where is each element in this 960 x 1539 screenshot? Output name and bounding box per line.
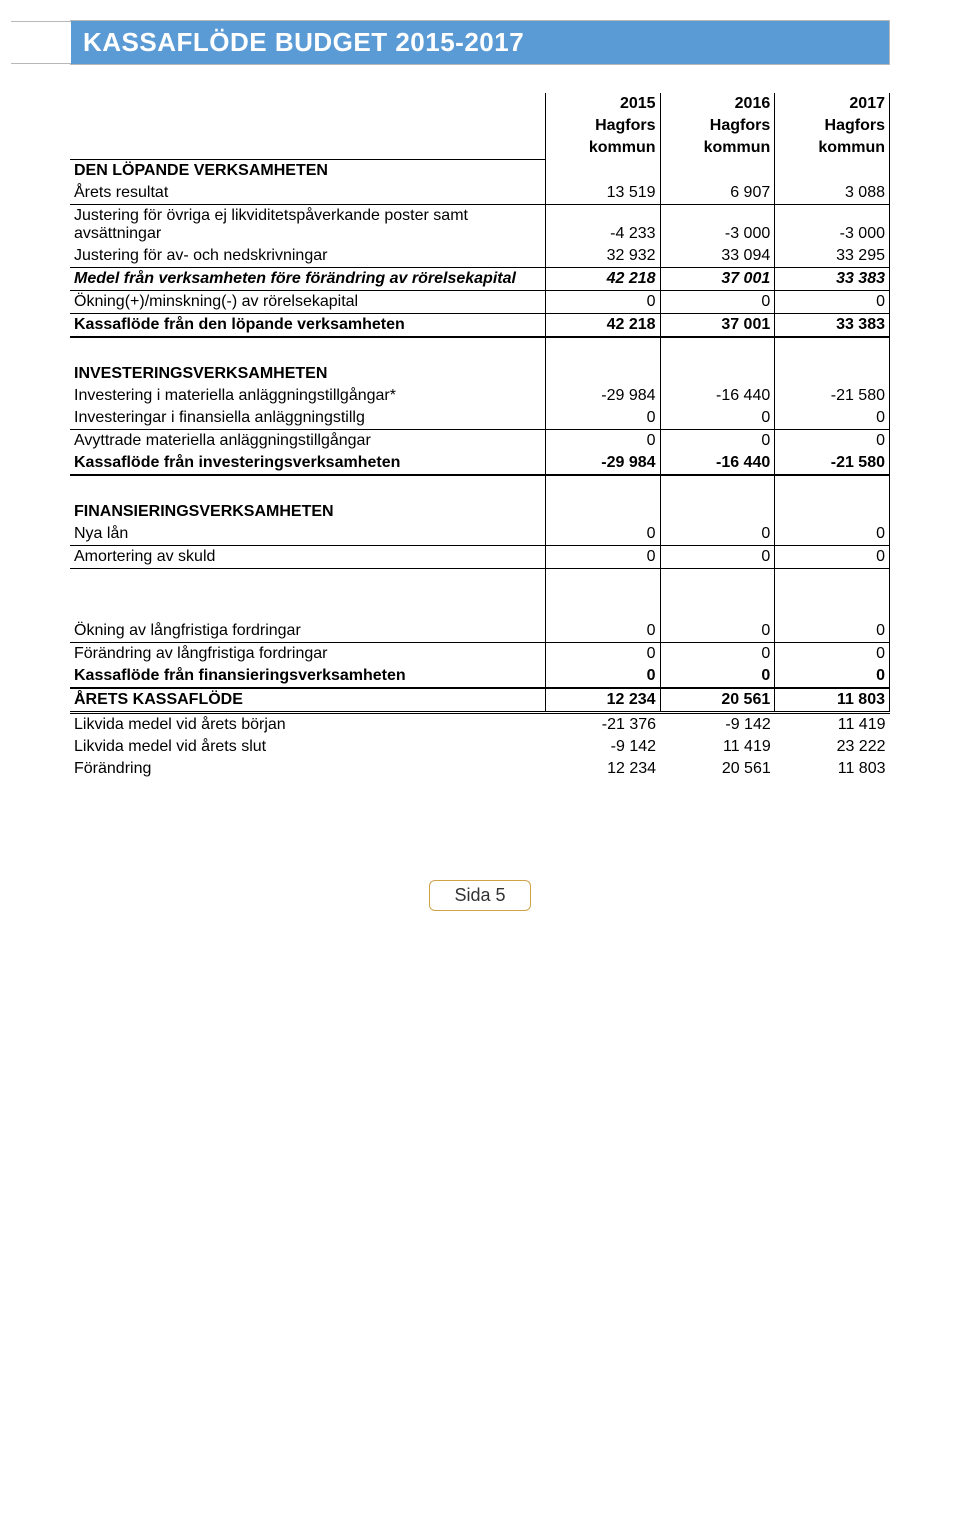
row-value: 0 <box>660 429 775 452</box>
banner-left-stub <box>11 21 71 64</box>
row-value: 20 561 <box>660 688 775 713</box>
row-value: 6 907 <box>660 182 775 205</box>
page-footer: Sida 5 <box>70 880 890 911</box>
page-number: Sida 5 <box>429 880 530 911</box>
row-value: 0 <box>660 643 775 666</box>
col-2015-unit: kommun <box>545 137 660 159</box>
row-value: 32 932 <box>545 245 660 268</box>
row-value: 33 295 <box>775 245 890 268</box>
row-value: -29 984 <box>545 452 660 475</box>
row-value: 0 <box>660 407 775 430</box>
row-value: 0 <box>545 407 660 430</box>
col-2017-unit: kommun <box>775 137 890 159</box>
row-value: -3 000 <box>660 204 775 245</box>
row-value: 0 <box>775 643 890 666</box>
row-value: 0 <box>545 523 660 546</box>
row-value: 23 222 <box>775 736 890 758</box>
row-value: 0 <box>775 429 890 452</box>
row-value: 0 <box>545 665 660 688</box>
row-label: Nya lån <box>70 523 545 546</box>
row-value: 0 <box>775 523 890 546</box>
col-2015-org: Hagfors <box>545 115 660 137</box>
row-value: -16 440 <box>660 385 775 407</box>
row-value: 33 383 <box>775 267 890 290</box>
row-label: ÅRETS KASSAFLÖDE <box>70 688 545 713</box>
row-label: Kassaflöde från den löpande verksamheten <box>70 313 545 337</box>
row-value: -21 580 <box>775 452 890 475</box>
row-label: Investeringar i finansiella anläggningst… <box>70 407 545 430</box>
row-value: -9 142 <box>545 736 660 758</box>
row-value: 33 094 <box>660 245 775 268</box>
row-value: 3 088 <box>775 182 890 205</box>
row-value: 37 001 <box>660 267 775 290</box>
row-value: 11 803 <box>775 758 890 780</box>
row-label: Kassaflöde från finansieringsverksamhete… <box>70 665 545 688</box>
row-value: 42 218 <box>545 313 660 337</box>
cashflow-table: 2015 2016 2017 Hagfors Hagfors Hagfors k… <box>70 93 890 780</box>
row-value: 37 001 <box>660 313 775 337</box>
row-value: 33 383 <box>775 313 890 337</box>
col-2016-unit: kommun <box>660 137 775 159</box>
row-value: 0 <box>660 620 775 643</box>
col-2015-year: 2015 <box>545 93 660 115</box>
row-value: 0 <box>775 545 890 568</box>
row-label: Årets resultat <box>70 182 545 205</box>
row-value: 12 234 <box>545 758 660 780</box>
row-value: 0 <box>775 290 890 313</box>
section-financing: FINANSIERINGSVERKSAMHETEN <box>70 501 545 523</box>
row-label: Avyttrade materiella anläggningstillgång… <box>70 429 545 452</box>
title-banner: KASSAFLÖDE BUDGET 2015-2017 <box>70 20 890 65</box>
row-value: -16 440 <box>660 452 775 475</box>
row-value: -21 580 <box>775 385 890 407</box>
row-label: Medel från verksamheten före förändring … <box>70 267 545 290</box>
row-value: 0 <box>775 620 890 643</box>
row-value: 12 234 <box>545 688 660 713</box>
row-value: 0 <box>775 407 890 430</box>
row-value: 11 419 <box>660 736 775 758</box>
row-value: -3 000 <box>775 204 890 245</box>
row-label: Justering för övriga ej likviditetspåver… <box>70 204 545 245</box>
row-label: Ökning(+)/minskning(-) av rörelsekapital <box>70 290 545 313</box>
row-value: -9 142 <box>660 713 775 737</box>
row-label: Förändring av långfristiga fordringar <box>70 643 545 666</box>
header-empty <box>70 93 545 115</box>
row-value: 0 <box>660 545 775 568</box>
row-label: Ökning av långfristiga fordringar <box>70 620 545 643</box>
row-value: 0 <box>545 290 660 313</box>
page: KASSAFLÖDE BUDGET 2015-2017 2015 2016 20… <box>0 0 960 951</box>
col-2016-org: Hagfors <box>660 115 775 137</box>
row-value: 0 <box>545 429 660 452</box>
row-label: Likvida medel vid årets början <box>70 713 545 737</box>
row-value: 0 <box>660 665 775 688</box>
row-label: Kassaflöde från investeringsverksamheten <box>70 452 545 475</box>
section-investing: INVESTERINGSVERKSAMHETEN <box>70 363 545 385</box>
row-value: 0 <box>545 643 660 666</box>
col-2016-year: 2016 <box>660 93 775 115</box>
row-value: 0 <box>545 620 660 643</box>
row-label: Likvida medel vid årets slut <box>70 736 545 758</box>
row-value: -29 984 <box>545 385 660 407</box>
row-label: Justering för av- och nedskrivningar <box>70 245 545 268</box>
row-value: 0 <box>545 545 660 568</box>
row-value: -4 233 <box>545 204 660 245</box>
row-value: 0 <box>660 523 775 546</box>
col-2017-year: 2017 <box>775 93 890 115</box>
col-2017-org: Hagfors <box>775 115 890 137</box>
row-value: 42 218 <box>545 267 660 290</box>
row-label: Förändring <box>70 758 545 780</box>
row-value: 20 561 <box>660 758 775 780</box>
row-value: -21 376 <box>545 713 660 737</box>
row-value: 13 519 <box>545 182 660 205</box>
row-label: Amortering av skuld <box>70 545 545 568</box>
row-label: Investering i materiella anläggningstill… <box>70 385 545 407</box>
page-title: KASSAFLÖDE BUDGET 2015-2017 <box>83 27 524 57</box>
row-value: 11 803 <box>775 688 890 713</box>
row-value: 11 419 <box>775 713 890 737</box>
row-value: 0 <box>660 290 775 313</box>
section-operating: DEN LÖPANDE VERKSAMHETEN <box>70 159 545 182</box>
row-value: 0 <box>775 665 890 688</box>
